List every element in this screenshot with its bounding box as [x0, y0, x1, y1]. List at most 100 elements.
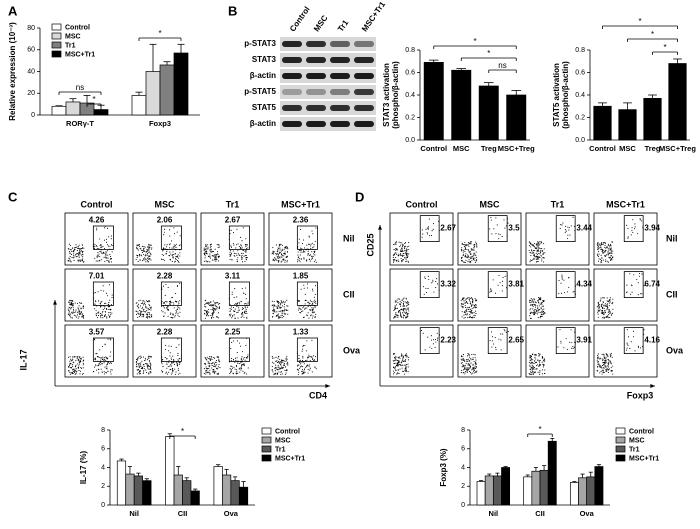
flow-event — [402, 356, 404, 358]
flow-event — [572, 346, 574, 348]
flow-event — [238, 309, 240, 311]
flow-event — [143, 370, 145, 372]
flow-event — [171, 254, 173, 257]
flow-event — [170, 253, 172, 255]
flow-event — [282, 254, 284, 256]
flow-event — [105, 311, 107, 313]
flow-event — [274, 257, 276, 259]
flow-event — [107, 245, 109, 247]
flow-event — [395, 366, 397, 368]
flow-event — [179, 362, 181, 364]
flow-row-label: Nil — [343, 233, 355, 243]
flow-event — [304, 307, 306, 309]
flow-event — [109, 312, 111, 314]
flow-event — [435, 341, 437, 343]
flow-event — [277, 315, 279, 318]
flow-event — [535, 362, 537, 364]
flow-event — [177, 255, 179, 257]
flow-event — [313, 311, 315, 313]
flow-event — [603, 372, 605, 374]
legend-swatch — [51, 41, 62, 49]
flow-event — [604, 305, 606, 307]
flow-event — [230, 252, 233, 254]
flow-event — [142, 253, 145, 255]
flow-event — [406, 257, 409, 259]
flow-event — [308, 236, 310, 238]
flow-event — [77, 247, 79, 249]
flow-event — [164, 301, 166, 303]
flow-event — [83, 315, 85, 317]
flow-event — [246, 316, 248, 318]
flow-event — [312, 288, 314, 290]
flow-event — [468, 354, 470, 356]
flow-event — [398, 369, 400, 371]
flow-event — [537, 243, 539, 245]
flow-event — [603, 255, 606, 257]
flow-gate — [92, 281, 114, 306]
flow-event — [235, 357, 237, 359]
flow-event — [169, 251, 171, 253]
bar — [238, 486, 249, 506]
flow-event — [277, 307, 279, 309]
flow-event — [105, 368, 107, 370]
flow-event — [314, 259, 316, 261]
blot-band — [306, 89, 326, 95]
flow-event — [566, 348, 568, 350]
flow-event — [312, 233, 314, 235]
flow-event — [212, 370, 215, 372]
flow-event — [314, 317, 316, 319]
flow-event — [80, 249, 82, 251]
flow-plot — [132, 212, 197, 266]
y-tick-label: 0 — [31, 112, 35, 119]
flow-event — [81, 260, 83, 262]
flow-event — [286, 358, 288, 360]
flow-event — [311, 339, 313, 341]
flow-event — [534, 250, 536, 252]
x-tick-label: Nil — [129, 509, 139, 518]
flow-event — [531, 362, 533, 364]
flow-event — [161, 301, 163, 303]
flow-event — [402, 302, 405, 304]
arrow-head — [53, 300, 57, 305]
flow-event — [432, 228, 434, 230]
flow-event — [70, 249, 72, 251]
flow-event — [245, 357, 247, 359]
flow-event — [311, 307, 313, 309]
flow-event — [212, 365, 214, 367]
flow-event — [612, 308, 614, 310]
flow-event — [470, 312, 472, 314]
flow-event — [308, 235, 310, 237]
flow-event — [170, 316, 172, 318]
flow-event — [234, 361, 236, 363]
flow-event — [403, 308, 405, 310]
flow-event — [460, 302, 462, 305]
flow-event — [171, 369, 174, 371]
flow-event — [210, 308, 212, 310]
flow-event — [608, 363, 610, 365]
flow-event — [531, 259, 533, 262]
flow-event — [240, 366, 242, 368]
flow-row-label: Ova — [666, 345, 684, 355]
flow-event — [533, 303, 535, 305]
bar — [484, 475, 494, 506]
flow-event — [148, 248, 150, 250]
flow-event — [104, 260, 106, 262]
flow-event — [568, 227, 570, 229]
flow-event — [298, 306, 300, 308]
flow-event — [71, 302, 73, 304]
flow-event — [470, 311, 472, 313]
flow-event — [237, 253, 239, 255]
flow-event — [82, 247, 84, 249]
bar — [501, 467, 511, 506]
flow-event — [280, 316, 282, 318]
flow-event — [434, 346, 436, 348]
flow-event — [605, 353, 607, 355]
flow-event — [273, 310, 275, 312]
flow-event — [71, 359, 73, 361]
flow-event — [308, 303, 310, 305]
flow-event — [298, 238, 300, 240]
flow-event — [147, 364, 149, 366]
flow-event — [395, 362, 397, 364]
flow-event — [286, 246, 288, 248]
flow-event — [607, 355, 609, 357]
